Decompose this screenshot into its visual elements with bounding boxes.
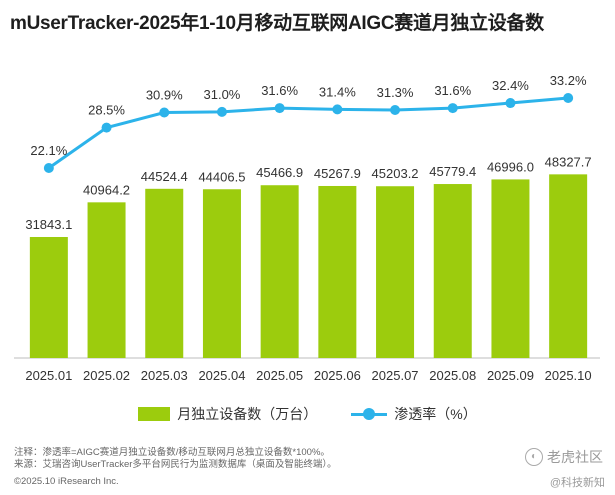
x-tick-2025.08: 2025.08 [429, 368, 476, 383]
bar-label-2025.10: 48327.7 [545, 154, 592, 169]
bar-label-2025.03: 44524.4 [141, 169, 188, 184]
line-label-2025.07: 31.3% [377, 85, 414, 100]
line-label-2025.01: 22.1% [30, 143, 67, 158]
line-point-2025.01 [44, 163, 54, 173]
bar-2025.02 [88, 202, 126, 358]
line-label-2025.03: 30.9% [146, 88, 183, 103]
line-point-2025.04 [217, 107, 227, 117]
legend-line-swatch [351, 407, 387, 421]
chart: 31843.1 40964.2 44524.4 44406.5 45466.9 45267… [0, 0, 615, 400]
watermark-brand-text: 老虎社区 [547, 447, 603, 467]
x-tick-2025.07: 2025.07 [372, 368, 419, 383]
line-point-2025.02 [102, 123, 112, 133]
x-axis-tick-labels: 2025.01 2025.02 2025.03 2025.04 2025.05 2025.… [25, 368, 591, 383]
penetration-line [49, 98, 568, 168]
line-point-2025.08 [448, 103, 458, 113]
bar-2025.06 [318, 186, 356, 358]
bar-label-2025.04: 44406.5 [198, 169, 245, 184]
watermark-brand: ◐ 老虎社区 [525, 447, 603, 467]
legend-bar-label: 月独立设备数（万台） [177, 404, 317, 424]
watermark-sub: @科技新知 [550, 474, 605, 490]
bar-label-2025.05: 45466.9 [256, 165, 303, 180]
tiger-logo-icon: ◐ [525, 448, 543, 466]
legend-item-devices: 月独立设备数（万台） [138, 404, 317, 424]
x-tick-2025.04: 2025.04 [198, 368, 245, 383]
line-value-labels: 22.1% 28.5% 30.9% 31.0% 31.6% 31.4% 31.3% 31.6%… [30, 73, 587, 158]
line-point-2025.03 [159, 108, 169, 118]
legend: 月独立设备数（万台） 渗透率（%） [0, 404, 615, 424]
line-label-2025.08: 31.6% [434, 83, 471, 98]
note-source: 来源：艾瑞咨询UserTracker多平台网民行为监测数据库（桌面及智能终端）。 [14, 459, 337, 471]
line-point-2025.05 [275, 103, 285, 113]
x-tick-2025.03: 2025.03 [141, 368, 188, 383]
bar-2025.09 [491, 179, 529, 358]
bar-2025.10 [549, 174, 587, 358]
line-point-2025.10 [563, 93, 573, 103]
bar-2025.05 [261, 185, 299, 358]
bar-2025.03 [145, 189, 183, 358]
line-label-2025.10: 33.2% [550, 73, 587, 88]
line-label-2025.04: 31.0% [204, 87, 241, 102]
x-tick-2025.06: 2025.06 [314, 368, 361, 383]
bar-label-2025.08: 45779.4 [429, 164, 476, 179]
line-label-2025.05: 31.6% [261, 83, 298, 98]
legend-line-label: 渗透率（%） [394, 404, 476, 424]
bar-label-2025.09: 46996.0 [487, 159, 534, 174]
line-point-2025.07 [390, 105, 400, 115]
line-point-2025.09 [505, 98, 515, 108]
bar-2025.08 [434, 184, 472, 358]
line-label-2025.09: 32.4% [492, 78, 529, 93]
bar-label-2025.07: 45203.2 [372, 166, 419, 181]
legend-item-penetration: 渗透率（%） [351, 404, 476, 424]
line-label-2025.06: 31.4% [319, 84, 356, 99]
note-definition: 注释：渗透率=AIGC赛道月独立设备数/移动互联网月总独立设备数*100%。 [14, 447, 337, 459]
copyright: ©2025.10 iResearch Inc. [14, 476, 337, 488]
bar-label-2025.01: 31843.1 [25, 217, 72, 232]
bar-label-2025.06: 45267.9 [314, 166, 361, 181]
footnotes: 注释：渗透率=AIGC赛道月独立设备数/移动互联网月总独立设备数*100%。 来… [14, 447, 337, 488]
bar-2025.04 [203, 189, 241, 358]
x-tick-2025.09: 2025.09 [487, 368, 534, 383]
line-point-2025.06 [332, 104, 342, 114]
x-tick-2025.10: 2025.10 [545, 368, 592, 383]
bar-series [30, 174, 587, 358]
x-tick-2025.01: 2025.01 [25, 368, 72, 383]
legend-bar-swatch [138, 407, 170, 421]
bar-label-2025.02: 40964.2 [83, 182, 130, 197]
line-label-2025.02: 28.5% [88, 103, 125, 118]
bar-2025.07 [376, 186, 414, 358]
bar-2025.01 [30, 237, 68, 358]
x-tick-2025.05: 2025.05 [256, 368, 303, 383]
x-tick-2025.02: 2025.02 [83, 368, 130, 383]
